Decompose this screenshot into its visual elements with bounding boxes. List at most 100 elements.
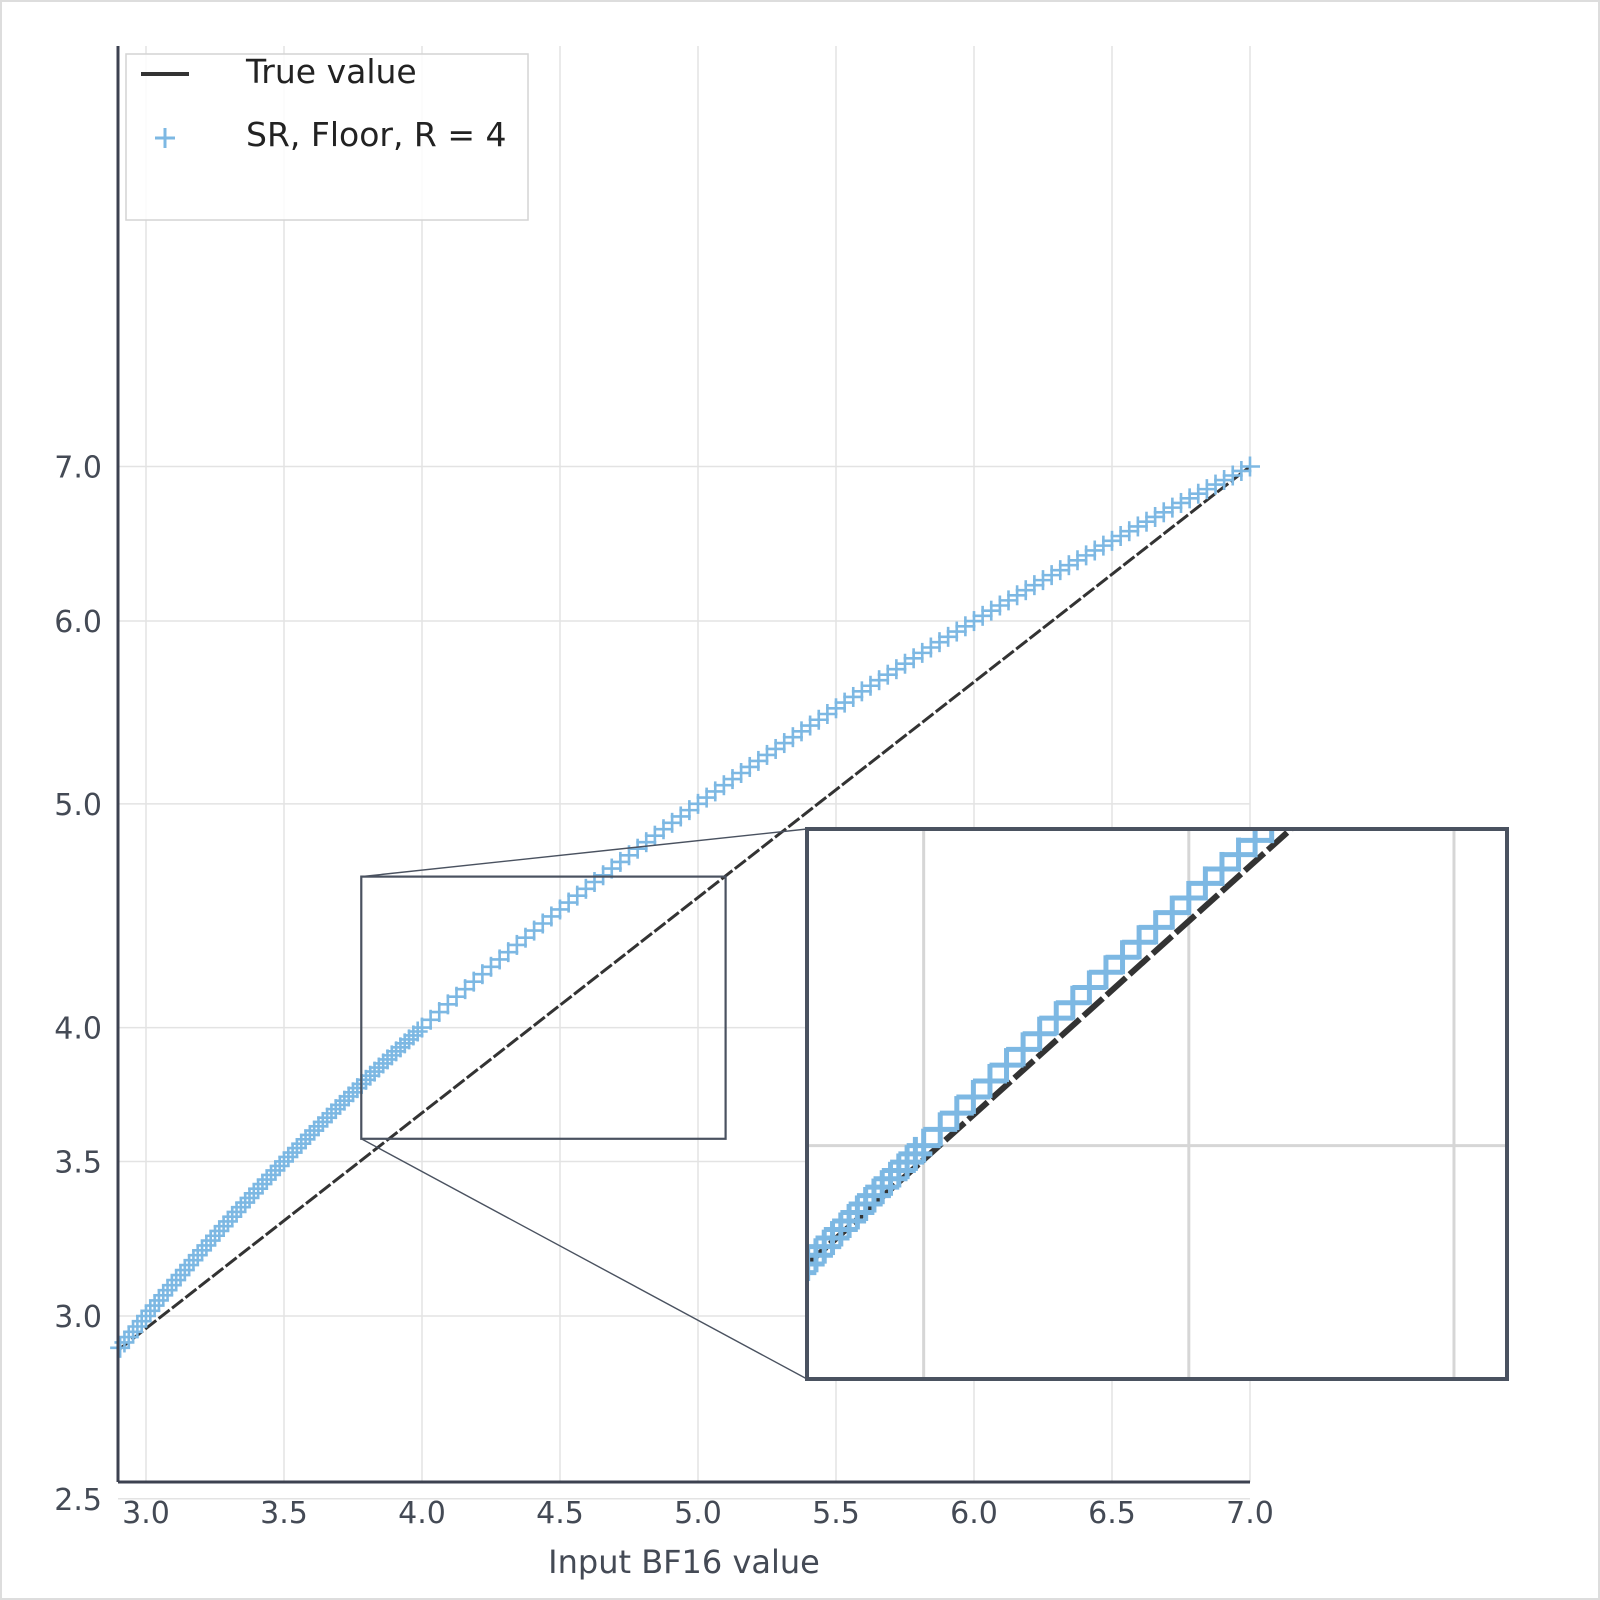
sr-floor-point [248,1178,269,1199]
sr-floor-point [136,1306,156,1326]
sr-floor-point [955,616,976,637]
x-tick-labels: 3.0 3.5 4.0 4.5 5.0 5.5 6.0 6.5 7.0 [122,1496,1274,1531]
sr-floor-point [274,1151,294,1172]
sr-floor-point [1102,530,1122,551]
sr-floor-point [407,1021,428,1042]
y-tick-label: 2.5 [54,1483,102,1518]
main-series-layer [110,456,1260,1358]
inset-sr-floor-point [1105,940,1140,975]
sr-floor-point [118,1327,139,1348]
sr-floor-point [1067,550,1088,571]
x-tick-label: 6.5 [1088,1496,1136,1531]
legend-frame [125,53,529,221]
inset-sr-floor-point [1088,955,1123,990]
sr-floor-point [265,1160,286,1181]
sr-floor-point [1110,525,1131,546]
inset-sr-floor-point [898,1136,933,1171]
sr-floor-point [1171,492,1191,513]
sr-floor-point [1222,465,1243,486]
sr-floor-point [981,600,1002,621]
sr-floor-point [196,1235,217,1256]
sr-floor-point [286,1138,307,1159]
sr-floor-point [347,1078,368,1099]
x-axis-title: Input BF16 value [548,1543,820,1581]
zoom-connector-bottom [360,1138,808,1380]
inset-sr-floor-point [989,1048,1024,1083]
sr-floor-point [1179,488,1200,509]
inset-border [805,827,1509,1381]
sr-floor-point [123,1321,144,1342]
sr-floor-point [127,1316,148,1337]
sr-floor-point [1041,565,1062,586]
sr-floor-point [157,1280,178,1301]
inset-sr-floor-point [890,1145,925,1180]
sr-floor-point [377,1049,398,1070]
inset-sr-floor-point [939,1096,974,1131]
y-tick-label: 4.0 [54,1012,102,1047]
sr-floor-point [368,1057,389,1078]
inset-sr-floor-point [1204,851,1239,886]
inset-sr-floor-point [1155,895,1190,930]
sr-floor-point [1084,540,1105,561]
sr-floor-point [299,1124,320,1145]
sr-floor-point [291,1133,312,1154]
inset-sr-floor-point [1138,910,1173,945]
main-axes [116,46,1250,1484]
y-tick-labels: 2.5 3.0 3.5 4.0 5.0 6.0 7.0 [54,450,102,1517]
sr-floor-point [200,1230,221,1251]
x-tick-label: 4.5 [536,1496,584,1531]
inset-sr-floor-point [881,1153,916,1188]
sr-floor-point [213,1216,234,1237]
sr-floor-point [325,1099,346,1120]
inset-plot-area [807,829,1507,1379]
sr-floor-point [312,1111,333,1132]
sr-floor-point [1015,580,1036,601]
sr-floor-point [386,1041,407,1062]
inset-sr-floor-point [873,1161,908,1196]
sr-floor-point [946,621,967,642]
y-tick-label: 5.0 [54,788,102,823]
sr-floor-point [295,1129,316,1150]
y-tick-label: 3.0 [54,1300,102,1335]
sr-floor-point [1076,545,1097,566]
sr-floor-point [304,1120,325,1141]
sr-floor-point [343,1082,363,1103]
sr-floor-point [261,1164,282,1185]
sr-floor-point [170,1265,191,1286]
sr-floor-point [321,1103,342,1124]
sr-floor-point [989,595,1010,616]
sr-floor-point [330,1094,351,1115]
sr-floor-point [1136,511,1157,532]
sr-floor-point [1007,585,1028,606]
legend: True value SR, Floor, R = 4 [125,52,529,221]
sr-floor-point [1093,535,1114,556]
inset-sr-floor-point [1269,829,1275,844]
sr-floor-point [1024,575,1045,596]
inset-sr-floor-point [840,1195,875,1230]
inset-sr-floor-point [956,1079,991,1114]
sr-floor-point [230,1197,251,1218]
sr-floor-point [338,1086,359,1107]
sr-floor-point [183,1250,204,1271]
sr-floor-point [161,1275,182,1296]
inset-sr-floor-point [1188,866,1223,901]
inset-sr-floor-point [1221,837,1256,872]
sr-floor-point [226,1201,247,1222]
sr-floor-point [1058,555,1079,576]
x-tick-label: 4.0 [398,1496,446,1531]
legend-plus-swatch [155,128,175,148]
sr-floor-point [1127,516,1148,537]
sr-floor-point [131,1311,152,1332]
x-tick-label: 3.0 [122,1496,170,1531]
sr-floor-point [373,1053,394,1074]
sr-floor-point [1033,570,1053,591]
legend-label-sr-floor: SR, Floor, R = 4 [246,115,507,154]
zoom-region [360,828,808,1380]
x-tick-label: 5.0 [674,1496,722,1531]
sr-floor-point [205,1225,225,1246]
inset-sr-floor-point [856,1178,891,1213]
x-tick-label: 5.5 [812,1496,860,1531]
x-tick-label: 3.5 [260,1496,308,1531]
inset-sr-floor-point [1122,925,1157,960]
sr-floor-point [1145,506,1166,527]
